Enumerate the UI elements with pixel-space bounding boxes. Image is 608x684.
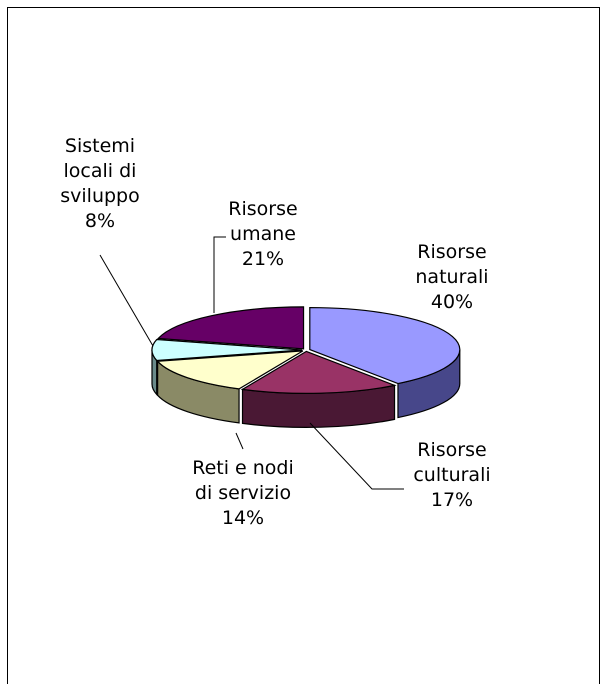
slice-name-label: culturali xyxy=(413,464,490,486)
pie-tops xyxy=(151,306,461,394)
slice-value-label: 17% xyxy=(431,489,473,511)
slice-label: Reti e nodi di servizio 14% xyxy=(192,457,294,529)
slice-value-label: 8% xyxy=(85,210,115,232)
slice-label: Sistemi locali di sviluppo 8% xyxy=(60,135,140,232)
leader-line xyxy=(309,422,404,490)
slice-value-label: 14% xyxy=(222,507,264,529)
slice-labels: Risorse naturali 40% Risorse culturali 17% Ret… xyxy=(60,135,490,529)
slice-label: Risorse culturali 17% xyxy=(413,439,490,511)
slice-name-label: Risorse xyxy=(417,241,486,263)
leader-line xyxy=(99,254,154,347)
slice-label: Risorse naturali 40% xyxy=(415,241,488,313)
leader-line xyxy=(213,236,226,313)
pie-slice xyxy=(156,306,305,350)
slice-name-label: Risorse xyxy=(417,439,486,461)
slice-name-label: Sistemi xyxy=(65,135,135,157)
pie-slice xyxy=(240,350,397,394)
slice-name-label: naturali xyxy=(415,266,488,288)
slice-value-label: 21% xyxy=(242,248,284,270)
slice-name-label: locali di xyxy=(64,160,137,182)
slice-name-label: di servizio xyxy=(195,482,291,504)
slice-name-label: Risorse xyxy=(228,198,297,220)
slice-label: Risorse umane 21% xyxy=(228,198,297,270)
slice-value-label: 40% xyxy=(431,291,473,313)
slice-name-label: umane xyxy=(230,223,296,245)
pie-slice xyxy=(151,338,303,362)
slice-name-label: Reti e nodi xyxy=(192,457,294,479)
leader-lines xyxy=(99,236,404,490)
pie-slice xyxy=(156,350,304,390)
slice-name-label: sviluppo xyxy=(60,185,140,207)
pie-slice xyxy=(309,306,461,385)
leader-line xyxy=(235,432,244,450)
